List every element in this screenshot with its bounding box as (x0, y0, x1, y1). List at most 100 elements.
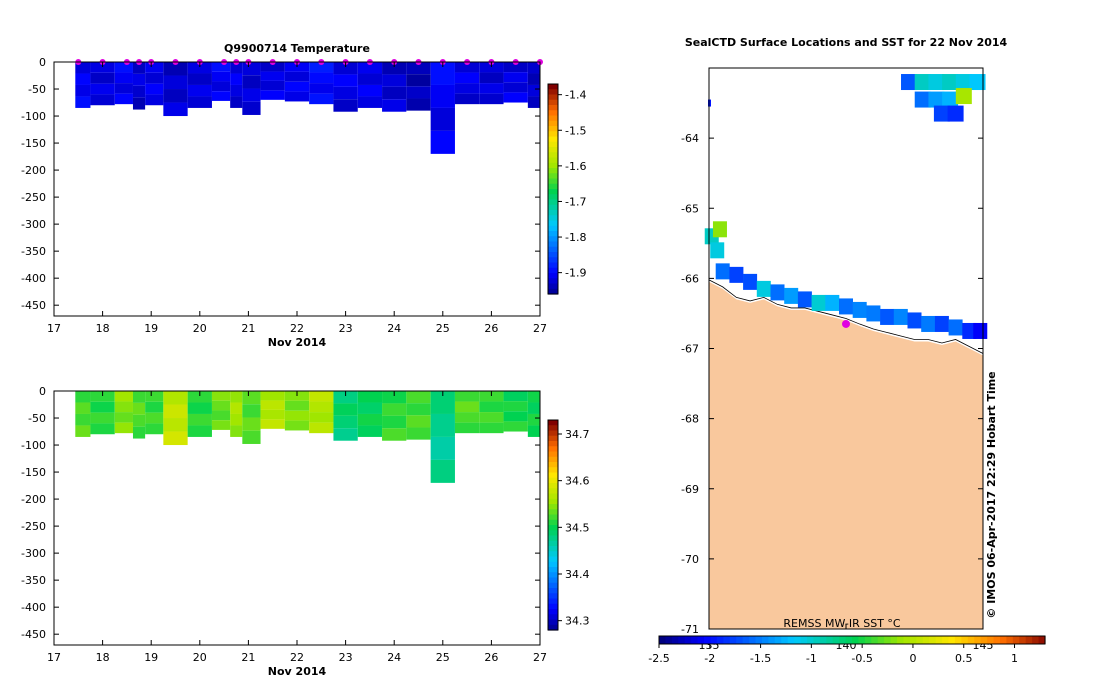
colorbar-segment (548, 236, 558, 243)
colorbar-tick-label: 1 (1011, 652, 1018, 665)
profile-cell (479, 422, 504, 434)
x-tick-label: 20 (193, 651, 207, 664)
colorbar-segment (548, 530, 558, 537)
profile-cell (75, 73, 91, 85)
profile-cell (479, 391, 504, 402)
colorbar-tick-label: -2.5 (648, 652, 669, 665)
profile-cell (242, 404, 261, 418)
profile-cell (187, 73, 212, 85)
colorbar-segment (845, 636, 853, 644)
profile-cell (503, 401, 528, 412)
profile-cell (230, 73, 243, 85)
colorbar-segment (548, 467, 558, 474)
colorbar-segment (548, 441, 558, 447)
colorbar-tick-label: 0.5 (955, 652, 973, 665)
colorbar-segment (548, 551, 558, 558)
profile-cell (309, 422, 334, 434)
map-title: SealCTD Surface Locations and SST for 22… (685, 36, 1008, 49)
sst-pixel (710, 242, 725, 259)
profile-cell (187, 84, 212, 97)
y-tick-label: -300 (21, 218, 46, 231)
profile-cell (479, 62, 504, 73)
profile-cell (114, 83, 133, 94)
lat-tick-label: -65 (681, 202, 699, 215)
profile-cell (357, 62, 383, 74)
colorbar-segment (697, 636, 705, 644)
colorbar-tick-label: 0 (909, 652, 916, 665)
colorbar-tick-label: 34.4 (565, 568, 590, 581)
colorbar-segment (548, 477, 558, 484)
colorbar-segment (749, 636, 757, 644)
profile-cell (333, 391, 358, 404)
colorbar-segment (761, 636, 769, 644)
colorbar-segment (819, 636, 827, 644)
colorbar-segment (548, 246, 558, 253)
colorbar-segment (548, 435, 558, 442)
colorbar-segment (548, 136, 558, 143)
colorbar-segment (548, 504, 558, 510)
colorbar-segment (987, 636, 995, 644)
x-tick-label: 21 (241, 322, 255, 335)
profile-cell (430, 107, 455, 131)
colorbar-tick-label: -1.6 (565, 160, 586, 173)
colorbar-segment (954, 636, 962, 644)
sst-pixel (825, 294, 840, 311)
profile-cell (75, 425, 91, 437)
profile-cell (454, 93, 480, 105)
colorbar-tick-label: -1.7 (565, 195, 586, 208)
colorbar-segment (909, 636, 917, 644)
profile-cell (357, 96, 383, 108)
profile-cell (260, 409, 285, 420)
colorbar-segment (548, 189, 558, 195)
profile-cell (260, 400, 285, 410)
x-tick-label: 22 (290, 651, 304, 664)
colorbar-segment (794, 636, 802, 644)
colorbar-segment (548, 178, 558, 185)
y-tick-label: -50 (28, 83, 46, 96)
profile-cell (406, 62, 431, 75)
colorbar-segment (548, 430, 558, 437)
profile-cell (527, 84, 540, 97)
profile-cell (75, 62, 91, 74)
y-tick-label: -150 (21, 466, 46, 479)
y-tick-label: -450 (21, 299, 46, 312)
profile-cell (527, 391, 540, 403)
profile-cell (454, 62, 480, 73)
profile-cell (284, 81, 310, 92)
lat-tick-label: -70 (681, 553, 699, 566)
profile-cell (503, 82, 528, 93)
profile-cell (132, 414, 146, 427)
colorbar-tick-label: -1.5 (750, 652, 771, 665)
colorbar-segment (548, 199, 558, 206)
profile-cell (430, 130, 455, 154)
profile-cell (211, 410, 231, 421)
profile-cell (454, 72, 480, 84)
colorbar-segment (922, 636, 930, 644)
profile-cell (382, 415, 407, 429)
colorbar-segment (548, 252, 558, 258)
colorbar-segment (548, 204, 558, 211)
profile-cell (211, 420, 231, 430)
colorbar-segment (999, 636, 1007, 644)
colorbar-segment (787, 636, 795, 644)
profile-cell (479, 72, 504, 84)
profile-cell (284, 91, 310, 102)
sst-pixel (811, 294, 826, 311)
colorbar-segment (548, 84, 558, 90)
sst-pixel (756, 280, 771, 297)
profile-cell (479, 401, 504, 413)
profile-cell (90, 412, 115, 424)
colorbar-segment (548, 147, 558, 153)
y-tick-label: -150 (21, 137, 46, 150)
profile-cell (230, 96, 243, 108)
colorbar-segment (548, 241, 558, 248)
profile-cell (163, 431, 188, 446)
profile-cell (260, 80, 285, 91)
colorbar-segment (548, 582, 558, 589)
x-tick-label: 24 (387, 322, 401, 335)
colorbar-segment (742, 636, 750, 644)
colorbar-segment (548, 420, 558, 426)
colorbar-segment (1038, 636, 1046, 644)
colorbar-segment (961, 636, 969, 644)
sst-pixel (928, 74, 945, 91)
